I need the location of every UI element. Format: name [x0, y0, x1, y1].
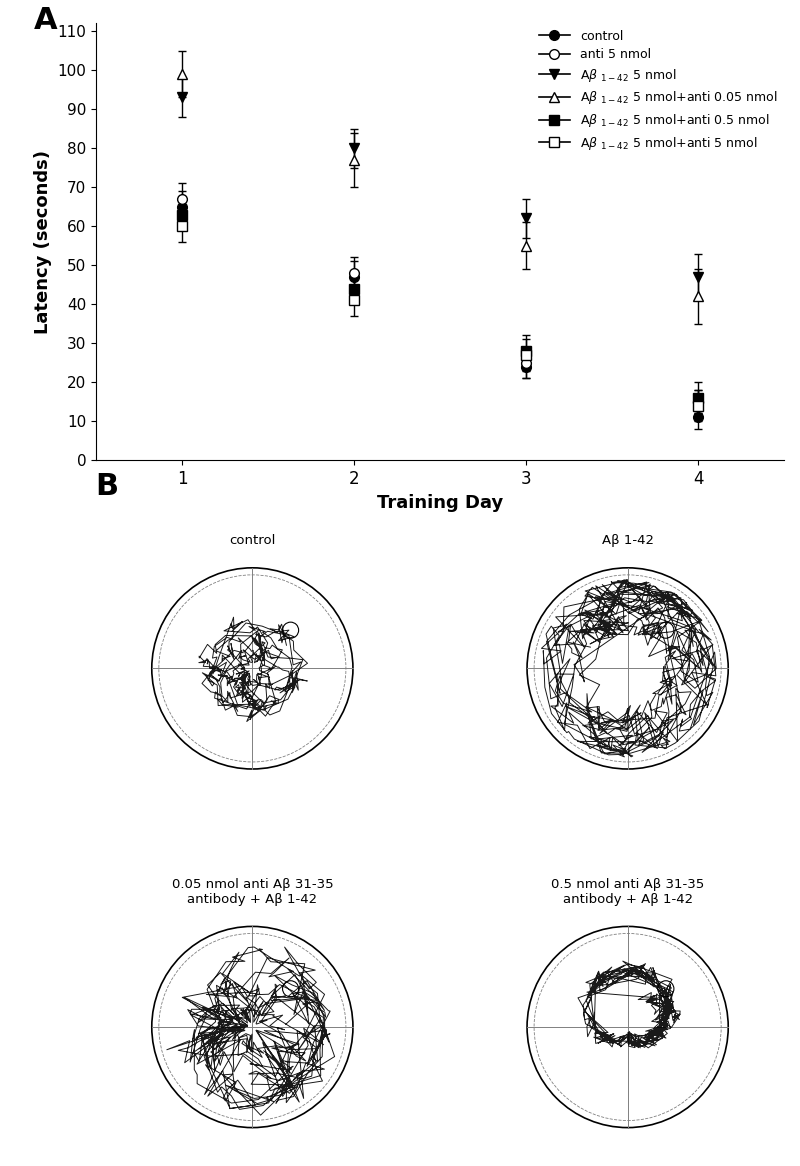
- Title: control: control: [229, 534, 275, 547]
- Text: A: A: [34, 6, 58, 35]
- X-axis label: Training Day: Training Day: [377, 493, 503, 512]
- Text: B: B: [95, 472, 118, 500]
- Title: 0.5 nmol anti Aβ 31-35
antibody + Aβ 1-42: 0.5 nmol anti Aβ 31-35 antibody + Aβ 1-4…: [551, 878, 704, 906]
- Y-axis label: Latency (seconds): Latency (seconds): [34, 149, 52, 333]
- Legend: control, anti 5 nmol, A$\beta$ $_{1-42}$ 5 nmol, A$\beta$ $_{1-42}$ 5 nmol+anti : control, anti 5 nmol, A$\beta$ $_{1-42}$…: [538, 29, 778, 152]
- Title: Aβ 1-42: Aβ 1-42: [602, 534, 654, 547]
- Title: 0.05 nmol anti Aβ 31-35
antibody + Aβ 1-42: 0.05 nmol anti Aβ 31-35 antibody + Aβ 1-…: [171, 878, 333, 906]
